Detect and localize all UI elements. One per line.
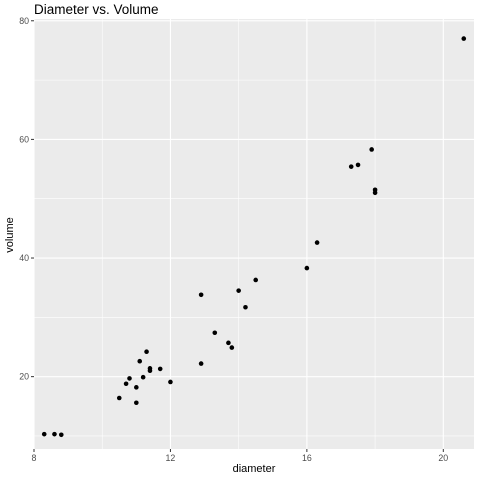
data-point: [134, 400, 139, 406]
data-point: [461, 36, 467, 41]
data-point: [116, 395, 122, 401]
data-point: [253, 277, 259, 283]
data-point: [369, 147, 374, 152]
x-axis-ticks: 8 12 16 20: [32, 449, 448, 463]
data-point: [123, 381, 129, 387]
data-point: [243, 304, 248, 310]
data-point: [304, 265, 310, 271]
y-axis-title: volume: [4, 217, 16, 252]
major-gridlines: [33, 19, 474, 449]
x-tick-label: 8: [32, 453, 37, 463]
chart-title: Diameter vs. Volume: [34, 2, 159, 17]
data-point: [127, 376, 132, 381]
data-point: [41, 431, 47, 437]
x-tick-label: 20: [438, 453, 448, 463]
data-point: [372, 190, 378, 196]
data-point: [236, 288, 241, 293]
data-point: [355, 162, 361, 168]
y-tick-label: 80: [19, 16, 29, 26]
data-point: [226, 340, 231, 346]
y-axis-ticks: 20 40 60 80: [19, 16, 34, 382]
y-tick-label: 40: [19, 253, 29, 263]
x-tick-label: 12: [166, 453, 176, 463]
x-axis-title: diameter: [233, 463, 276, 475]
data-point: [229, 345, 235, 350]
data-point: [140, 374, 146, 380]
data-point: [144, 349, 149, 355]
data-point: [147, 366, 153, 371]
data-point: [212, 330, 218, 336]
x-tick-label: 16: [302, 453, 312, 463]
minor-gridlines: [34, 19, 474, 449]
data-point: [157, 366, 163, 372]
data-point: [52, 431, 57, 437]
data-point: [348, 164, 354, 169]
data-point: [58, 432, 64, 438]
data-point: [314, 240, 320, 245]
data-point: [168, 379, 173, 385]
y-tick-label: 20: [19, 372, 29, 382]
data-points: [41, 36, 467, 438]
data-point: [198, 361, 204, 366]
data-point: [198, 292, 204, 298]
y-tick-label: 60: [19, 134, 29, 144]
data-point: [134, 385, 139, 390]
data-point: [137, 358, 143, 364]
plot-panel: [34, 19, 474, 449]
